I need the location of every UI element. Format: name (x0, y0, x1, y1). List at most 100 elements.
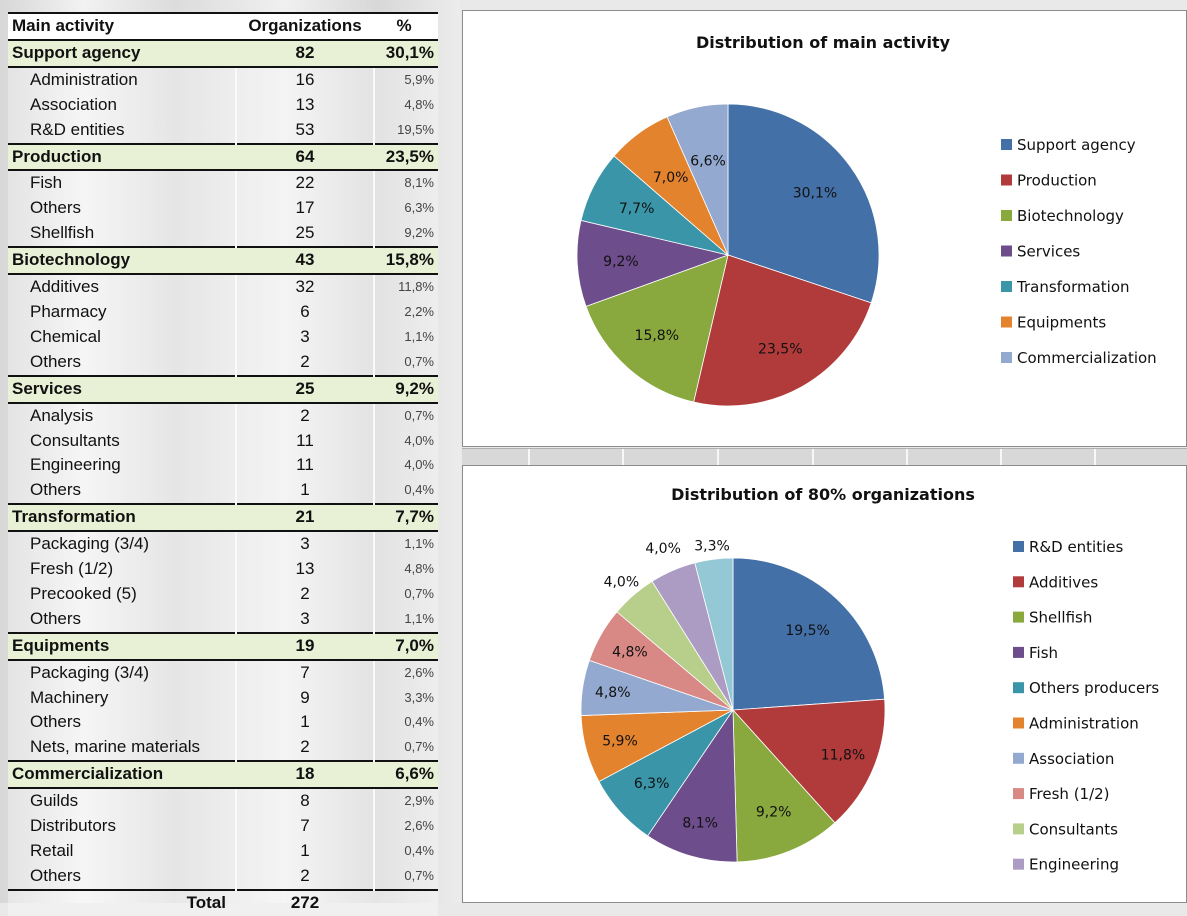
cell-pct: 11,8% (374, 274, 438, 300)
group-row: Biotechnology 43 15,8% (8, 246, 438, 276)
legend-swatch (1013, 823, 1024, 835)
legend-swatch (1013, 858, 1024, 870)
cell-pct: 7,0% (374, 631, 438, 661)
main-activity-chart: Distribution of main activity 30,1% 23,5% 1… (462, 10, 1187, 447)
chart-title: Distribution of main activity (696, 33, 951, 52)
cell-name: Engineering (8, 453, 237, 479)
cell-pct: 1,1% (374, 606, 438, 633)
slice-label: 7,7% (619, 201, 655, 217)
cell-pct: 23,5% (374, 142, 438, 172)
cell-name: Fish (8, 170, 237, 197)
sub-row: R&D entities 53 19,5% (8, 117, 438, 144)
cell-name: Others (8, 478, 237, 505)
slice-label: 7,0% (653, 170, 689, 186)
legend-label: Consultants (1029, 820, 1118, 838)
pie-slice (585, 254, 729, 403)
pie-slice (666, 103, 729, 256)
cell-pct: 15,8% (374, 246, 438, 276)
cell-orgs: 7 (236, 659, 375, 686)
slice-label: 30,1% (793, 185, 837, 201)
cell-orgs: 1 (236, 478, 375, 505)
sub-row: Others 2 0,7% (8, 863, 438, 890)
slice-label: 5,9% (602, 733, 638, 749)
cell-orgs: 2 (236, 402, 375, 429)
sub-row: Others 1 0,4% (8, 478, 438, 505)
cell-name: Administration (8, 66, 237, 93)
cell-name: Fresh (1/2) (8, 557, 237, 582)
cell-name: Packaging (3/4) (8, 531, 237, 558)
cell-name: Consultants (8, 428, 237, 454)
cell-pct: 4,0% (374, 428, 438, 454)
cell-name: Services (8, 374, 236, 404)
cell-pct: 30,1% (374, 38, 438, 68)
cell-pct: 2,6% (374, 814, 438, 839)
sub-row: Others 3 1,1% (8, 606, 438, 633)
pie-chart-svg: Distribution of 80% organizations 19,5% 11… (580, 485, 1159, 874)
sub-row: Retail 1 0,4% (8, 839, 438, 864)
cell-name: Equipments (8, 631, 236, 661)
panel-divider (462, 448, 1187, 465)
sub-row: Shellfish 25 9,2% (8, 221, 438, 248)
cell-pct: 0,7% (374, 349, 438, 376)
legend-swatch (1001, 245, 1012, 257)
cell-orgs: 3 (236, 606, 375, 633)
cell-orgs: 7 (236, 814, 375, 839)
group-row: Equipments 19 7,0% (8, 631, 438, 661)
cell-name: Transformation (8, 503, 236, 533)
slice-label: 6,3% (634, 776, 670, 792)
sub-row: Association 13 4,8% (8, 92, 438, 118)
group-row: Commercialization 18 6,6% (8, 760, 438, 790)
pie-slice (647, 708, 738, 863)
cell-name: Guilds (8, 788, 237, 815)
cell-name: Association (8, 92, 237, 118)
slice-label: 9,2% (603, 254, 639, 270)
cell-pct: 4,8% (374, 92, 438, 118)
cell-name: Packaging (3/4) (8, 659, 237, 686)
cell-pct: 0,4% (374, 710, 438, 736)
pie-slice (576, 219, 730, 307)
group-row: Support agency 82 30,1% (8, 38, 438, 68)
organizations-chart: Distribution of 80% organizations 19,5% 11… (462, 465, 1187, 903)
table-header-row: Main activity Organizations % (8, 12, 438, 41)
cell-pct: 4,0% (374, 453, 438, 479)
legend-label: Administration (1029, 715, 1139, 733)
cell-name: Support agency (8, 38, 236, 68)
slice-label: 11,8% (821, 747, 865, 763)
group-row: Services 25 9,2% (8, 374, 438, 404)
cell-orgs: 21 (236, 503, 374, 533)
cell-name: Others (8, 349, 237, 376)
cell-pct: 0,4% (374, 839, 438, 864)
cell-orgs: 2 (236, 863, 375, 890)
sub-row: Packaging (3/4) 3 1,1% (8, 531, 438, 558)
slice-label: 15,8% (635, 328, 679, 344)
header-main-activity: Main activity (8, 12, 236, 41)
cell-pct: 19,5% (374, 117, 438, 144)
slice-label: 9,2% (756, 805, 792, 821)
cell-name: Analysis (8, 402, 237, 429)
cell-name: Biotechnology (8, 246, 236, 276)
cell-pct: 8,1% (374, 170, 438, 197)
legend-label: Fresh (1/2) (1029, 785, 1110, 803)
cell-orgs: 1 (236, 839, 375, 864)
pie-slice (732, 698, 886, 824)
slice-label: 3,3% (694, 539, 730, 555)
cell-name: Others (8, 606, 237, 633)
cell-orgs: 22 (236, 170, 375, 197)
cell-pct: 0,4% (374, 478, 438, 505)
cell-name: Others (8, 710, 237, 736)
legend-label: Transformation (1016, 278, 1130, 296)
legend-label: Engineering (1029, 856, 1119, 874)
cell-name: Chemical (8, 324, 237, 350)
sub-row: Guilds 8 2,9% (8, 788, 438, 815)
group-row: Production 64 23,5% (8, 142, 438, 172)
sub-row: Pharmacy 6 2,2% (8, 299, 438, 325)
cell-pct: 2,2% (374, 299, 438, 325)
cell-name: Others (8, 863, 237, 890)
pie-slice (732, 708, 836, 863)
cell-orgs: 2 (236, 735, 375, 762)
sub-row: Consultants 11 4,0% (8, 428, 438, 454)
cell-orgs: 43 (236, 246, 374, 276)
cell-name: Machinery (8, 685, 237, 711)
cell-orgs: 3 (236, 531, 375, 558)
sub-row: Precooked (5) 2 0,7% (8, 581, 438, 607)
